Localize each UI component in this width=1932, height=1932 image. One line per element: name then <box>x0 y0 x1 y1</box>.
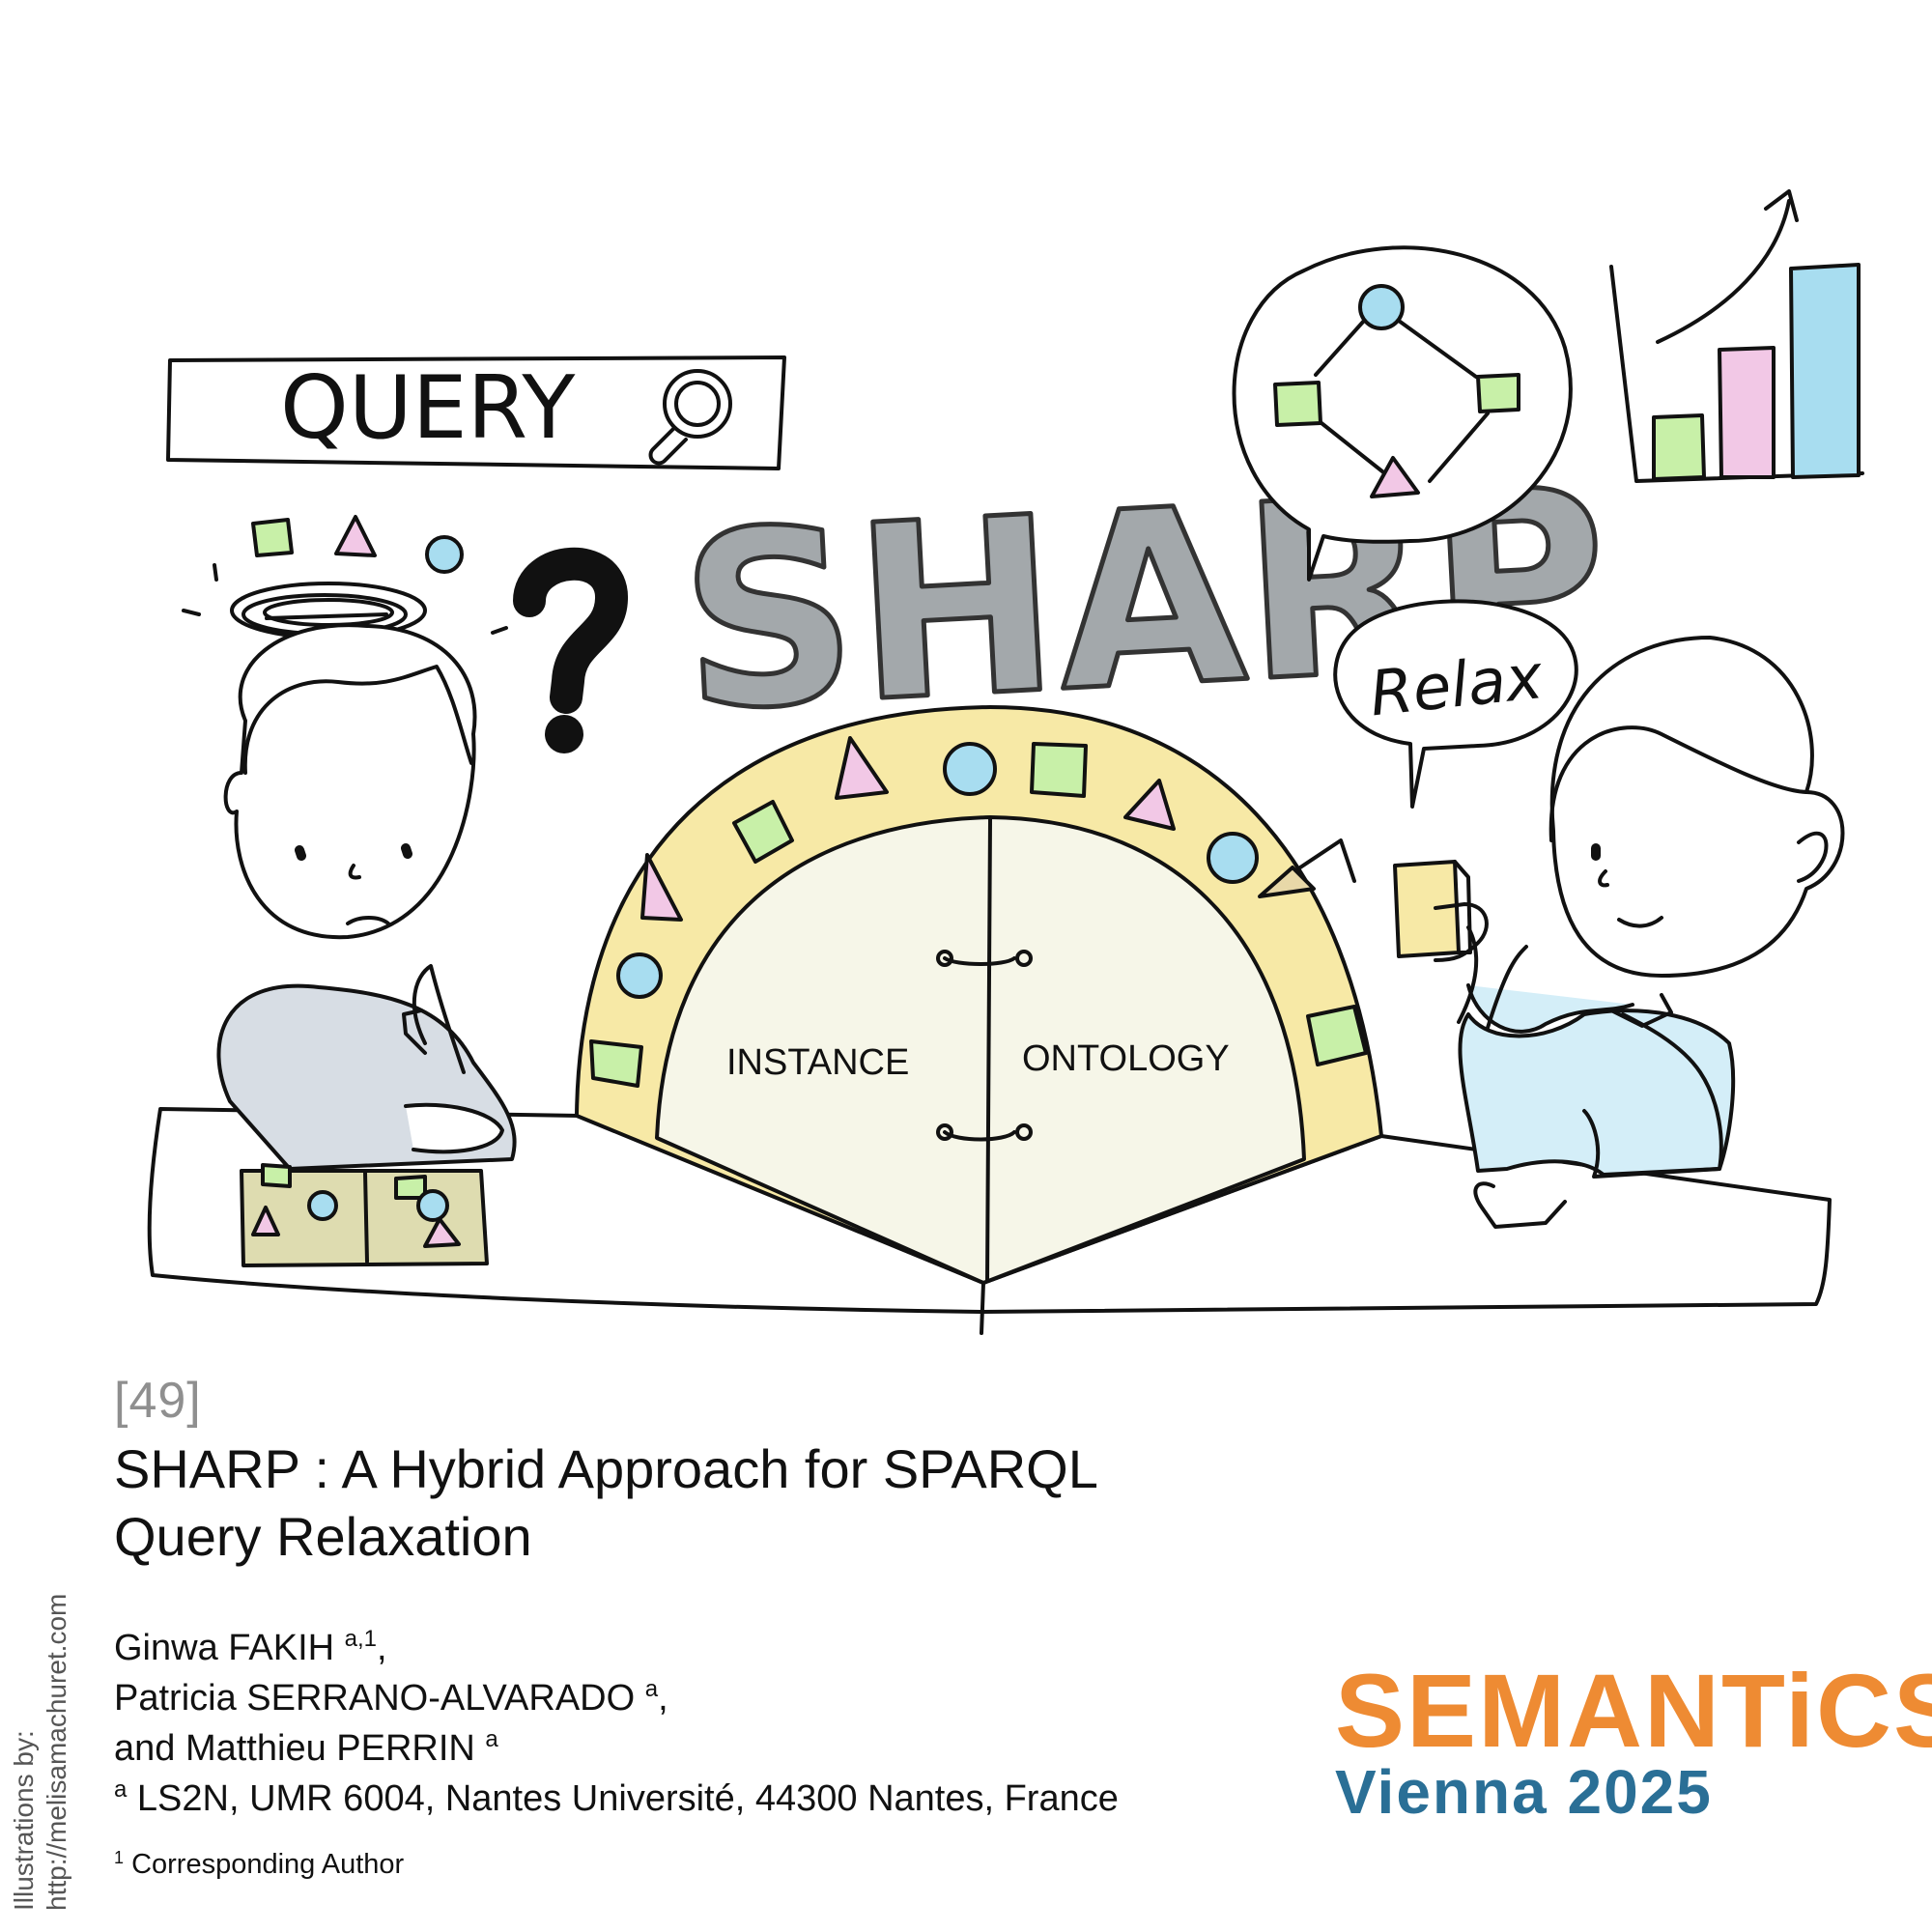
table <box>147 1107 1832 1335</box>
conference-location: Vienna 2025 <box>1335 1757 1713 1827</box>
conference-logo-name: SEMANTiCS <box>1335 1652 1932 1769</box>
diagram-speech-bubble <box>1232 245 1573 582</box>
author-list: Ginwa FAKIH a,1, Patricia SERRANO-ALVARA… <box>114 1623 1119 1824</box>
relaxed-person <box>1393 636 1845 1229</box>
affiliation: a LS2N, UMR 6004, Nantes Université, 443… <box>114 1776 1119 1820</box>
ontology-label: ONTOLOGY <box>1022 1038 1230 1079</box>
paper-title: SHARP : A Hybrid Approach for SPARQL Que… <box>114 1435 1273 1571</box>
relax-speech-bubble: Relax <box>1333 599 1578 809</box>
query-label: QUERY <box>280 357 576 459</box>
paper-title-line-2: Query Relaxation <box>114 1506 532 1567</box>
credit-line-1: Illustrations by: <box>9 1730 39 1911</box>
confused-person <box>216 623 517 1267</box>
author-line: Patricia SERRANO-ALVARADO a, <box>114 1676 668 1719</box>
magnifier-icon <box>648 369 732 466</box>
paper-title-line-1: SHARP : A Hybrid Approach for SPARQL <box>114 1438 1098 1499</box>
illustration-credit: Illustrations by: http://melisamachuret.… <box>8 1524 73 1911</box>
footnote: 1 Corresponding Author <box>114 1848 405 1880</box>
query-search-bar: QUERY <box>166 355 786 470</box>
sharp-arch: INSTANCE ONTOLOGY <box>575 705 1383 1285</box>
author-line: and Matthieu PERRIN a <box>114 1726 498 1770</box>
question-mark-icon <box>513 547 628 753</box>
paper-number: [49] <box>114 1373 202 1429</box>
growth-chart-icon <box>1609 189 1864 483</box>
illustration: QUERY <box>147 189 1864 1335</box>
credit-url[interactable]: http://melisamachuret.com <box>42 1593 71 1911</box>
thought-shapes <box>182 515 508 635</box>
author-line: Ginwa FAKIH a,1, <box>114 1626 387 1669</box>
instance-label: INSTANCE <box>726 1042 909 1083</box>
